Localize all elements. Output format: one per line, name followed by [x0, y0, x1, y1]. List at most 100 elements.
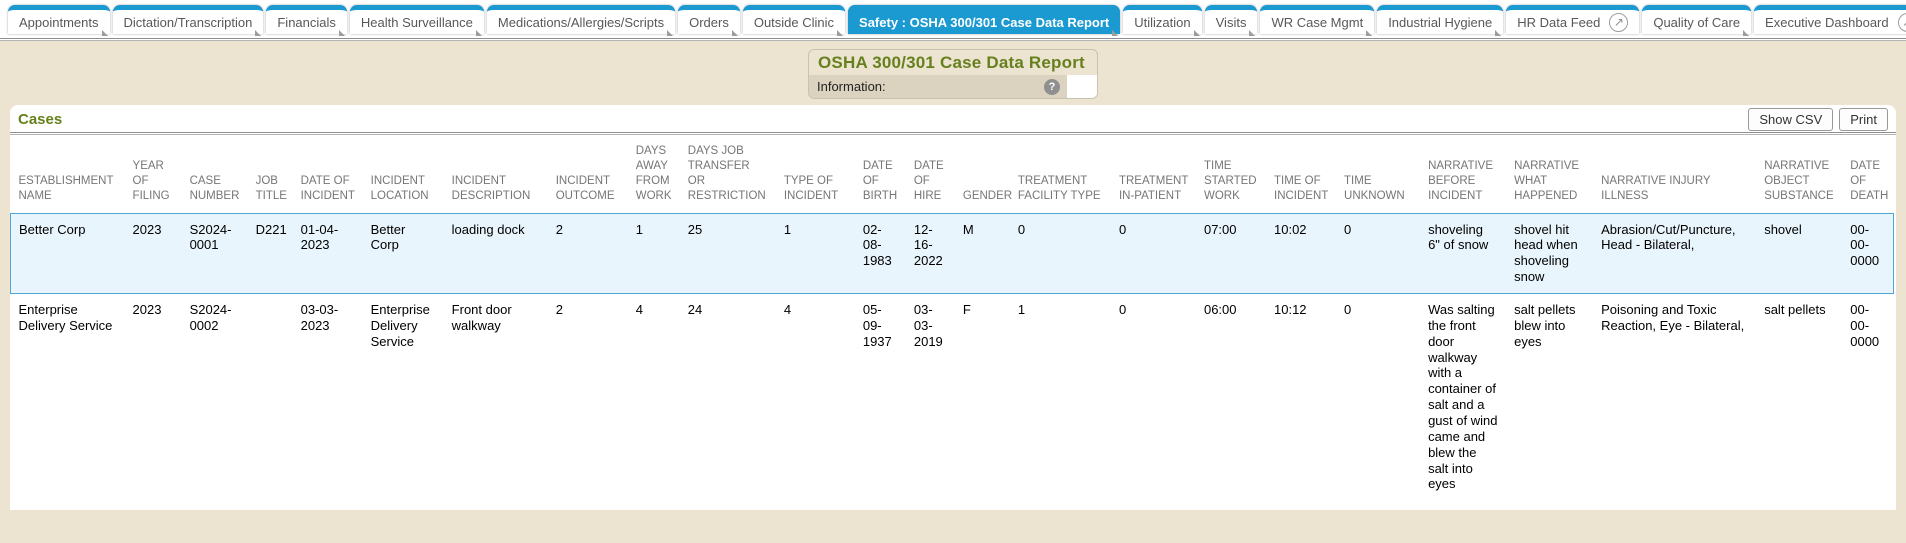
table-cell: 01-04-2023	[293, 213, 363, 293]
report-header: OSHA 300/301 Case Data Report Informatio…	[808, 49, 1098, 99]
table-cell: Front door walkway	[444, 293, 548, 500]
table-cell	[248, 293, 293, 500]
page-title: OSHA 300/301 Case Data Report	[809, 50, 1097, 75]
tab-label: Quality of Care	[1653, 15, 1740, 30]
table-cell: shoveling 6" of snow	[1420, 213, 1506, 293]
tab-wr-case-mgmt[interactable]: WR Case Mgmt	[1260, 5, 1374, 34]
table-row[interactable]: Better Corp2023S2024-0001D22101-04-2023B…	[11, 213, 1894, 293]
table-cell: M	[955, 213, 1010, 293]
table-cell: Abrasion/Cut/Puncture, Head - Bilateral,	[1593, 213, 1756, 293]
table-cell: Better Corp	[11, 213, 125, 293]
table-cell: Better Corp	[363, 213, 444, 293]
table-cell: 2023	[125, 293, 182, 500]
table-cell: 2023	[125, 213, 182, 293]
cases-header: Cases Show CSV Print	[10, 105, 1896, 132]
column-header-narrative-before-incident: NARRATIVE BEFORE INCIDENT	[1420, 135, 1506, 213]
cases-panel: Cases Show CSV Print ESTABLISHMENT NAMEY…	[10, 105, 1896, 510]
tab-hr-data-feed[interactable]: HR Data Feed ↗	[1506, 5, 1639, 34]
tab-visits[interactable]: Visits	[1205, 5, 1258, 34]
column-header-date-of-birth: DATE OF BIRTH	[855, 135, 906, 213]
table-cell: 10:02	[1266, 213, 1336, 293]
cases-toolbar: Show CSV Print	[1748, 108, 1888, 131]
table-cell: 00-00-0000	[1842, 213, 1893, 293]
tab-medications-allergies-scripts[interactable]: Medications/Allergies/Scripts	[487, 5, 675, 34]
column-header-year-of-filing: YEAR OF FILING	[125, 135, 182, 213]
column-header-case-number: CASE NUMBER	[182, 135, 248, 213]
tab-dictation-transcription[interactable]: Dictation/Transcription	[113, 5, 264, 34]
tab-quality-of-care[interactable]: Quality of Care	[1642, 5, 1751, 34]
help-icon[interactable]: ?	[1044, 79, 1060, 95]
section-title: Cases	[18, 111, 62, 128]
column-header-incident-outcome: INCIDENT OUTCOME	[548, 135, 628, 213]
table-cell: salt pellets blew into eyes	[1506, 293, 1593, 500]
table-cell: S2024-0001	[182, 213, 248, 293]
table-cell: 0	[1010, 213, 1111, 293]
table-cell: 06:00	[1196, 293, 1266, 500]
tab-label: Executive Dashboard	[1765, 15, 1889, 30]
table-cell: shovel hit head when shoveling snow	[1506, 213, 1593, 293]
column-header-job-title: JOB TITLE	[248, 135, 293, 213]
table-cell: 25	[680, 213, 776, 293]
table-cell: D221	[248, 213, 293, 293]
tab-financials[interactable]: Financials	[266, 5, 347, 34]
print-button[interactable]: Print	[1839, 108, 1888, 131]
tab-label: Industrial Hygiene	[1388, 15, 1492, 30]
tab-label: Outside Clinic	[754, 15, 834, 30]
table-cell: 12-16-2022	[906, 213, 955, 293]
table-header-row: ESTABLISHMENT NAMEYEAR OF FILINGCASE NUM…	[11, 135, 1894, 213]
table-cell: 2	[548, 293, 628, 500]
information-bar: Information: ?	[809, 75, 1097, 98]
tab-health-surveillance[interactable]: Health Surveillance	[350, 5, 484, 34]
table-cell: shovel	[1756, 213, 1842, 293]
column-header-narrative-what-happened: NARRATIVE WHAT HAPPENED	[1506, 135, 1593, 213]
tab-menu-corner-icon	[667, 30, 673, 36]
table-cell: 1	[628, 213, 680, 293]
table-cell: Enterprise Delivery Service	[363, 293, 444, 500]
table-cell: 0	[1111, 213, 1196, 293]
column-header-days-away-from-work: DAYS AWAY FROM WORK	[628, 135, 680, 213]
tab-executive-dashboard[interactable]: Executive Dashboard ↗	[1754, 5, 1906, 34]
tab-label: Dictation/Transcription	[124, 15, 253, 30]
tab-menu-corner-icon	[1743, 30, 1749, 36]
tab-appointments[interactable]: Appointments	[8, 5, 110, 34]
table-cell: 10:12	[1266, 293, 1336, 500]
table-cell: 03-03-2023	[293, 293, 363, 500]
column-header-time-of-incident: TIME OF INCIDENT	[1266, 135, 1336, 213]
tab-label: Safety : OSHA 300/301 Case Data Report	[859, 15, 1109, 30]
table-cell: 00-00-0000	[1842, 293, 1893, 500]
table-cell: 24	[680, 293, 776, 500]
tab-orders[interactable]: Orders	[678, 5, 740, 34]
tab-label: Health Surveillance	[361, 15, 473, 30]
tab-label: WR Case Mgmt	[1271, 15, 1363, 30]
column-header-gender: GENDER	[955, 135, 1010, 213]
tab-menu-corner-icon	[1112, 30, 1118, 36]
table-cell: 03-03-2019	[906, 293, 955, 500]
cases-table: ESTABLISHMENT NAMEYEAR OF FILINGCASE NUM…	[10, 135, 1894, 500]
table-cell: 05-09-1937	[855, 293, 906, 500]
tab-menu-corner-icon	[837, 30, 843, 36]
tab-menu-corner-icon	[1495, 30, 1501, 36]
external-link-icon[interactable]: ↗	[1609, 13, 1628, 32]
tab-label: HR Data Feed	[1517, 15, 1600, 30]
tab-menu-corner-icon	[476, 30, 482, 36]
tab-menu-corner-icon	[255, 30, 261, 36]
tab-menu-corner-icon	[732, 30, 738, 36]
column-header-type-of-incident: TYPE OF INCIDENT	[776, 135, 855, 213]
table-cell: 07:00	[1196, 213, 1266, 293]
tab-utilization[interactable]: Utilization	[1123, 5, 1201, 34]
table-cell: 0	[1336, 293, 1420, 500]
tab-outside-clinic[interactable]: Outside Clinic	[743, 5, 845, 34]
table-cell: Was salting the front door walkway with …	[1420, 293, 1506, 500]
table-cell: 2	[548, 213, 628, 293]
tab-menu-corner-icon	[1249, 30, 1255, 36]
tab-safety-osha-300-301-case-data-report[interactable]: Safety : OSHA 300/301 Case Data Report	[848, 5, 1120, 34]
table-row[interactable]: Enterprise Delivery Service 2023S2024-000…	[11, 293, 1894, 500]
information-label: Information:	[817, 79, 886, 94]
tab-label: Utilization	[1134, 15, 1190, 30]
tab-industrial-hygiene[interactable]: Industrial Hygiene	[1377, 5, 1503, 34]
information-value-field	[1067, 75, 1097, 98]
external-link-icon[interactable]: ↗	[1898, 13, 1906, 32]
table-cell: S2024-0002	[182, 293, 248, 500]
table-cell: F	[955, 293, 1010, 500]
show-csv-button[interactable]: Show CSV	[1748, 108, 1833, 131]
